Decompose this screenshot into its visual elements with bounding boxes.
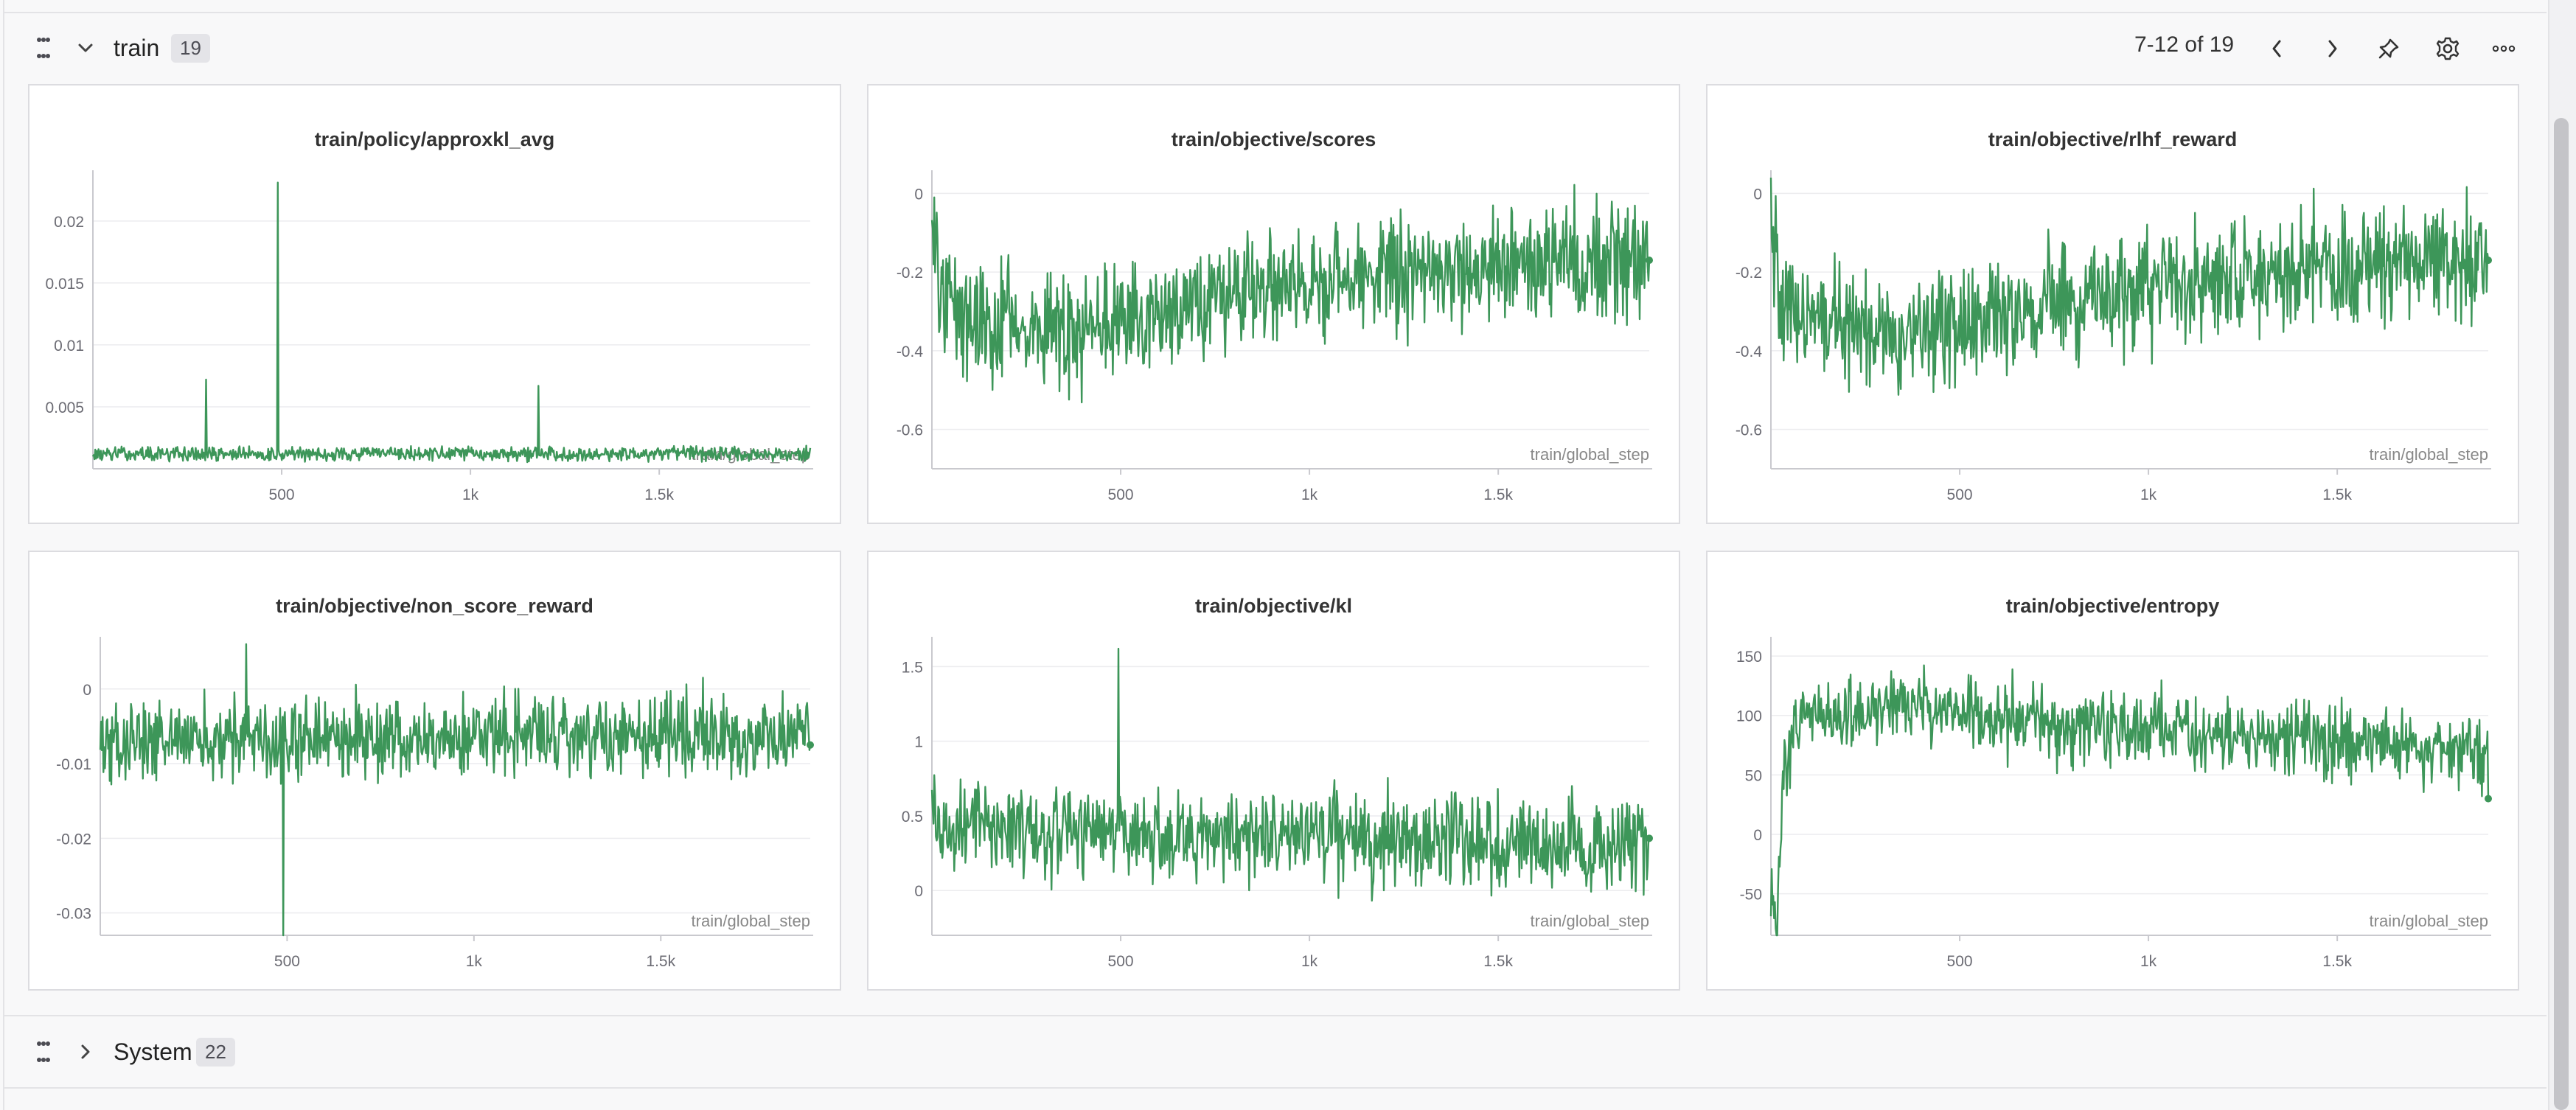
x-tick-label: 1k — [466, 953, 483, 970]
chart-title: train/objective/kl — [1194, 595, 1353, 617]
chart-panel[interactable]: train/objective/rlhf_reward 0 -0.2 -0.4 -0.… — [1706, 84, 2519, 524]
chart-panel[interactable]: train/objective/entropy 150 100 50 0 -50 500 1… — [1706, 551, 2519, 991]
divider — [3, 12, 2547, 13]
series-endpoint — [807, 741, 814, 749]
x-tick-label: 500 — [1947, 953, 1973, 970]
series-line — [91, 181, 812, 464]
x-tick-label: 1.5k — [1483, 953, 1513, 970]
x-tick-label: 1k — [462, 486, 479, 503]
pagination-text: 7-12 of 19 — [2134, 32, 2235, 57]
x-tick-label: 1.5k — [644, 486, 674, 503]
y-tick-label: 0 — [1753, 186, 1762, 203]
y-tick-label: -0.2 — [897, 265, 923, 282]
chevron-left-icon[interactable] — [2259, 31, 2294, 66]
line-chart: 0 -0.2 -0.4 -0.6 500 1k 1.5k train/global_step — [1736, 170, 2492, 503]
series-endpoint — [2485, 256, 2492, 265]
y-tick-label: -0.02 — [56, 831, 91, 848]
x-tick-label: 1k — [1301, 486, 1318, 503]
line-chart: 0 0.5 1 1.5 500 1k 1.5k train/global_step — [902, 637, 1653, 970]
x-tick-label: 1.5k — [2322, 486, 2352, 503]
x-tick-label: 1k — [2140, 953, 2157, 970]
y-tick-label: 1.5 — [902, 659, 923, 676]
x-tick-label: 1.5k — [646, 953, 675, 970]
x-tick-label: 1k — [2140, 486, 2157, 503]
x-axis-label: train/global_step — [2370, 445, 2488, 464]
y-tick-label: -50 — [1740, 887, 1762, 904]
section-title[interactable]: System — [114, 1038, 192, 1065]
train-section-header: train 19 — [3, 15, 2547, 81]
y-tick-label: 0 — [914, 186, 923, 203]
x-axis-label: train/global_step — [1531, 445, 1649, 464]
chevron-down-icon[interactable] — [74, 36, 97, 60]
chart-title: train/objective/non_score_reward — [276, 595, 593, 617]
y-tick-label: -0.01 — [56, 756, 91, 773]
y-tick-label: 0.02 — [54, 214, 84, 231]
chart-panel[interactable]: train/objective/scores 0 -0.2 -0.4 -0.6 500 1… — [867, 84, 1680, 524]
series-line — [1769, 177, 2490, 396]
chevron-right-icon[interactable] — [2315, 31, 2350, 66]
y-tick-label: -0.2 — [1736, 265, 1762, 282]
y-tick-label: 0.5 — [902, 809, 923, 825]
series-line — [99, 643, 812, 937]
series-line — [1769, 664, 2490, 937]
y-tick-label: 100 — [1736, 708, 1762, 725]
line-chart: 0 -0.01 -0.02 -0.03 500 1k 1.5k train/global_st… — [56, 637, 814, 970]
y-tick-label: -0.6 — [1736, 422, 1762, 439]
divider — [3, 1087, 2547, 1089]
y-tick-label: -0.4 — [1736, 343, 1763, 360]
chart-title: train/objective/entropy — [2005, 595, 2220, 617]
series-endpoint — [1646, 256, 1653, 265]
series-endpoint — [1646, 834, 1653, 842]
chevron-right-icon[interactable] — [74, 1040, 97, 1064]
x-tick-label: 1.5k — [2322, 953, 2352, 970]
y-tick-label: 0.01 — [54, 338, 84, 355]
x-tick-label: 1.5k — [1483, 486, 1513, 503]
chart-panel[interactable]: train/objective/non_score_reward 0 -0.01 -… — [28, 551, 841, 991]
section-title[interactable]: train — [114, 34, 160, 61]
chart-panel[interactable]: train/objective/kl 0 0.5 1 1.5 500 1k 1.5k trai… — [867, 551, 1680, 991]
y-tick-label: 0 — [1753, 827, 1762, 844]
section-count-badge: 22 — [196, 1037, 235, 1067]
y-tick-label: 0 — [83, 682, 91, 699]
series-line — [930, 647, 1651, 902]
x-tick-label: 1k — [1301, 953, 1318, 970]
drag-handle-icon[interactable] — [32, 1039, 55, 1065]
x-tick-label: 500 — [1108, 953, 1134, 970]
y-tick-label: 1 — [914, 734, 923, 751]
y-tick-label: 0 — [914, 883, 923, 900]
scrollbar-thumb[interactable] — [2554, 118, 2569, 1110]
section-count-badge: 19 — [171, 33, 210, 63]
chart-title: train/policy/approxkl_avg — [314, 128, 555, 150]
dashboard-frame — [3, 0, 2549, 1110]
series-endpoint — [2485, 795, 2492, 803]
y-tick-label: 0.005 — [45, 399, 84, 416]
y-tick-label: 150 — [1736, 649, 1762, 666]
y-tick-label: 50 — [1745, 767, 1762, 784]
x-axis-label: train/global_step — [2370, 912, 2488, 930]
series-line — [930, 184, 1651, 404]
y-tick-label: -0.03 — [56, 906, 91, 923]
x-tick-label: 500 — [1108, 486, 1134, 503]
drag-handle-icon[interactable] — [32, 35, 55, 61]
y-tick-label: -0.6 — [897, 422, 923, 439]
line-chart: 0 -0.2 -0.4 -0.6 500 1k 1.5k train/global_step — [897, 170, 1653, 503]
x-axis-label: train/global_step — [692, 912, 810, 930]
chart-title: train/objective/scores — [1171, 128, 1376, 150]
pin-icon[interactable] — [2371, 31, 2406, 66]
y-tick-label: 0.015 — [45, 276, 84, 293]
x-tick-label: 500 — [1947, 486, 1973, 503]
x-tick-label: 500 — [274, 953, 300, 970]
x-axis-label: train/global_step — [1531, 912, 1649, 930]
gear-icon[interactable] — [2430, 31, 2465, 66]
y-tick-label: -0.4 — [897, 343, 924, 360]
x-tick-label: 500 — [269, 486, 295, 503]
chart-title: train/objective/rlhf_reward — [1988, 128, 2238, 150]
system-section-header: System 22 — [3, 1019, 2547, 1085]
more-icon[interactable] — [2486, 31, 2521, 66]
chart-panel[interactable]: train/policy/approxkl_avg 0.005 0.01 0.015… — [28, 84, 841, 524]
divider — [3, 1015, 2547, 1016]
